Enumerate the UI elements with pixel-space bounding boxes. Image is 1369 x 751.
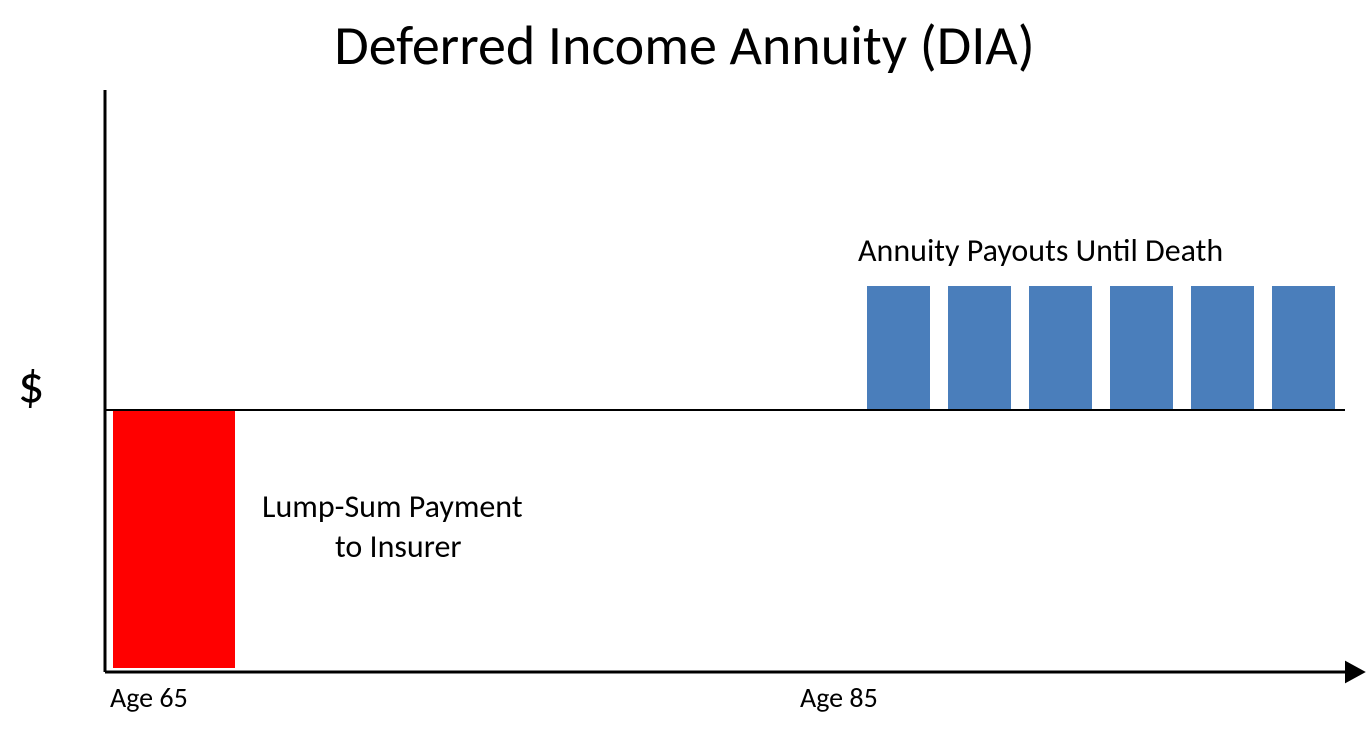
annotation-lumpsum-line2: to Insurer [335,528,462,566]
bar-6 [1272,286,1335,410]
annotation-lumpsum-line1: Lump-Sum Payment [262,488,523,526]
chart-svg [105,90,1363,705]
x-tick-age-65: Age 65 [110,680,188,715]
x-axis-arrow [1345,661,1366,684]
chart-area [105,90,1363,705]
bar-2 [948,286,1011,410]
annotation-payouts: Annuity Payouts Until Death [858,232,1223,270]
bar-5 [1191,286,1254,410]
bar-4 [1110,286,1173,410]
chart-title: Deferred Income Annuity (DIA) [0,12,1369,80]
bar-3 [1029,286,1092,410]
y-axis-label: $ [18,352,44,416]
x-tick-age-85: Age 85 [800,680,878,715]
bar-0 [113,410,235,668]
bar-1 [867,286,930,410]
